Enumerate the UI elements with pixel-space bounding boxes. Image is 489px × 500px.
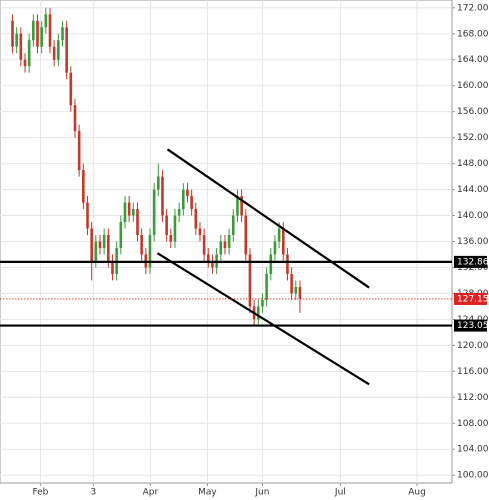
candle-body — [265, 273, 268, 300]
candle-body — [190, 196, 193, 210]
candle-body — [57, 40, 60, 60]
y-tick-label: 120.00 — [457, 341, 489, 351]
y-tick-label: 168.00 — [457, 29, 489, 39]
candle-body — [165, 215, 168, 236]
candle-body — [227, 235, 231, 248]
candle-body — [261, 299, 264, 307]
candle-body — [173, 215, 177, 242]
candle-body — [98, 241, 102, 248]
candle-body — [11, 20, 14, 47]
candle-body — [69, 72, 73, 106]
x-tick-label: Jun — [254, 488, 269, 498]
y-tick-label: 156.00 — [457, 107, 489, 117]
candle-body — [294, 286, 298, 294]
candle-body — [136, 209, 139, 236]
y-tick-label: 160.00 — [457, 81, 489, 91]
candle-body — [61, 27, 64, 41]
candle-body — [44, 14, 48, 28]
candle-body — [281, 228, 285, 255]
candle-body — [86, 202, 89, 229]
candle-body — [194, 209, 198, 229]
trend-line — [156, 252, 370, 386]
x-tick-label: Feb — [32, 488, 48, 498]
trend-line — [166, 148, 370, 289]
candle-body — [132, 209, 135, 216]
candle-body — [277, 228, 281, 242]
y-tick-label: 132.00 — [457, 263, 489, 273]
y-tick-label: 112.00 — [457, 393, 489, 403]
x-tick-label: Apr — [143, 488, 159, 498]
y-tick-label: 116.00 — [457, 367, 489, 377]
candle-body — [161, 176, 164, 216]
candle-body — [211, 260, 214, 268]
candle-body — [298, 286, 302, 299]
candle-body — [152, 189, 156, 236]
candle-body — [219, 241, 223, 255]
y-tick-label: 136.00 — [457, 237, 489, 247]
candle-body — [157, 176, 160, 190]
candle-body — [256, 306, 260, 320]
y-tick-label: 148.00 — [457, 159, 489, 169]
candle-body — [19, 33, 23, 60]
candle-body — [206, 254, 210, 261]
y-tick-label: 144.00 — [457, 185, 489, 195]
x-tick-label: Jul — [334, 488, 346, 498]
y-tick-label: 152.00 — [457, 133, 489, 143]
candle-body — [94, 241, 98, 261]
candle-body — [148, 235, 152, 268]
candle-body — [119, 222, 123, 248]
candle-body — [123, 202, 127, 223]
candle-body — [169, 235, 173, 242]
y-tick-label: 164.00 — [457, 55, 489, 65]
y-tick-label: 140.00 — [457, 211, 489, 221]
level-box — [454, 319, 487, 332]
candle-body — [102, 235, 106, 248]
level-label: 132.86 — [457, 257, 489, 267]
candle-body — [244, 215, 248, 255]
candle-body — [236, 196, 239, 216]
last-price-box — [454, 292, 487, 305]
y-tick-label: 100.00 — [457, 471, 489, 481]
candle-body — [186, 189, 189, 197]
level-box — [454, 255, 487, 268]
candle-body — [90, 228, 93, 261]
candle-body — [36, 20, 39, 47]
candle-body — [82, 170, 85, 203]
candle-body — [52, 46, 56, 60]
candle-body — [248, 254, 252, 307]
candle-body — [48, 14, 52, 47]
candle-body — [107, 235, 110, 261]
candle-body — [269, 254, 273, 274]
x-tick-label: Aug — [408, 488, 426, 498]
candle-body — [177, 209, 181, 216]
candle-body — [15, 33, 18, 47]
y-tick-label: 108.00 — [457, 419, 489, 429]
candle-body — [286, 254, 289, 274]
candle-body — [231, 215, 235, 236]
last-price-label: 127.15 — [457, 294, 489, 304]
candle-body — [127, 202, 131, 216]
candle-body — [23, 59, 27, 67]
candle-body — [111, 260, 114, 274]
candle-body — [290, 273, 293, 294]
y-tick-label: 104.00 — [457, 445, 489, 455]
candle-body — [77, 131, 81, 171]
candle-body — [40, 27, 43, 47]
candle-body — [181, 189, 185, 210]
candle-body — [202, 235, 206, 255]
candle-body — [73, 105, 77, 132]
x-tick-label: May — [198, 488, 217, 498]
candle-body — [273, 241, 277, 255]
candle-body — [198, 228, 202, 236]
candle-body — [65, 27, 68, 73]
candle-body — [223, 241, 227, 248]
candle-body — [240, 196, 243, 216]
candle-body — [32, 20, 35, 41]
x-tick-label: 3 — [90, 488, 96, 498]
candle-body — [27, 40, 31, 67]
y-tick-label: 172.00 — [457, 3, 489, 13]
candle-body — [140, 235, 143, 255]
level-label: 123.05 — [457, 321, 489, 331]
